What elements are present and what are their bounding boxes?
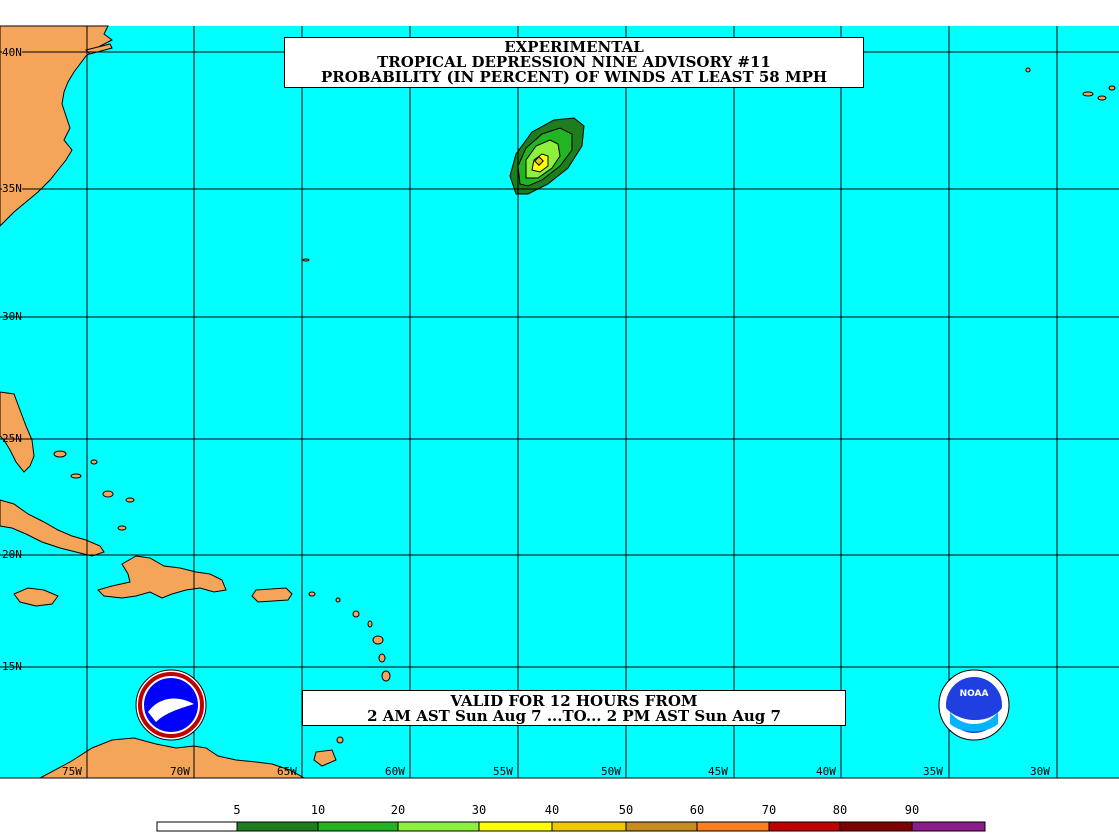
lat-label-30n: 30N (2, 310, 22, 323)
valid-period-box: VALID FOR 12 HOURS FROM 2 AM AST Sun Aug… (302, 690, 846, 726)
title-line-2: TROPICAL DEPRESSION NINE ADVISORY #11 (377, 53, 771, 71)
legend-swatch (156, 821, 238, 832)
map-title-box: EXPERIMENTAL TROPICAL DEPRESSION NINE AD… (284, 37, 864, 88)
legend-swatch (397, 821, 480, 832)
land-cuba (0, 499, 105, 557)
noaa-logo: NOAA (938, 669, 1010, 741)
legend-threshold-label: 50 (618, 803, 634, 817)
legend-swatch (625, 821, 698, 832)
lon-label-60w: 60W (385, 765, 405, 778)
legend-swatch (478, 821, 553, 832)
legend-swatch (768, 821, 841, 832)
lon-label-70w: 70W (170, 765, 190, 778)
legend-color-bar (156, 821, 986, 832)
legend-threshold-label: 10 (310, 803, 326, 817)
legend-swatch (551, 821, 627, 832)
title-line-3: PROBABILITY (IN PERCENT) OF WINDS AT LEA… (320, 68, 828, 86)
legend-threshold-label: 30 (471, 803, 487, 817)
land-trinidad (313, 749, 337, 767)
legend-threshold-label: 5 (233, 803, 241, 817)
legend-swatch (317, 821, 399, 832)
valid-line-2: 2 AM AST Sun Aug 7 ...TO... 2 PM AST Sun… (367, 707, 781, 725)
legend-threshold-label: 70 (761, 803, 777, 817)
svg-text:NOAA: NOAA (960, 689, 989, 699)
lat-label-20n: 20N (2, 548, 22, 561)
probability-contours (509, 117, 585, 195)
legend-swatch (911, 821, 986, 832)
lon-label-35w: 35W (923, 765, 943, 778)
valid-line-1: VALID FOR 12 HOURS FROM (450, 692, 698, 710)
lon-label-50w: 50W (601, 765, 621, 778)
lat-label-25n: 25N (2, 432, 22, 445)
lat-label-15n: 15N (2, 660, 22, 673)
legend-threshold-label: 60 (689, 803, 705, 817)
lon-label-65w: 65W (277, 765, 297, 778)
lat-lon-grid (0, 26, 1119, 778)
legend-threshold-label: 80 (832, 803, 848, 817)
land-puerto-rico (251, 587, 293, 603)
legend-swatch (696, 821, 770, 832)
legend-swatch (839, 821, 913, 832)
legend-threshold-label: 90 (904, 803, 920, 817)
national-weather-service-logo (135, 669, 207, 741)
title-line-1: EXPERIMENTAL (504, 38, 644, 56)
lat-label-40n: 40N (2, 46, 22, 59)
land-jamaica (13, 587, 59, 607)
lon-label-45w: 45W (708, 765, 728, 778)
lon-label-40w: 40W (816, 765, 836, 778)
legend-threshold-label: 40 (544, 803, 560, 817)
legend-swatch (236, 821, 319, 832)
lon-label-30w: 30W (1030, 765, 1050, 778)
contour-40-50 (534, 156, 544, 166)
legend-threshold-label: 20 (390, 803, 406, 817)
land-florida (0, 391, 35, 473)
lat-label-35n: 35N (2, 182, 22, 195)
lon-label-75w: 75W (62, 765, 82, 778)
land-south-america (39, 737, 306, 779)
lon-label-55w: 55W (493, 765, 513, 778)
